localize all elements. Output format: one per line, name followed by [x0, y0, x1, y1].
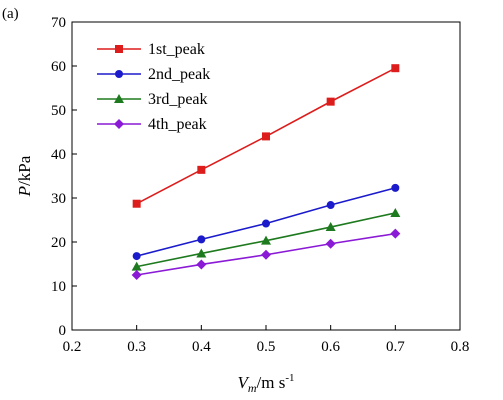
data-point [131, 261, 142, 271]
data-point [391, 64, 400, 73]
x-tick-label: 0.2 [63, 339, 82, 355]
series-1 [132, 64, 400, 208]
y-axis: 0 10 20 30 40 50 60 70 [51, 15, 77, 339]
legend-marker [115, 45, 123, 53]
data-point [131, 270, 142, 280]
legend-marker [114, 94, 124, 103]
plot-frame [71, 21, 461, 331]
y-tick-label: 40 [51, 147, 66, 163]
y-tick-label: 50 [51, 103, 66, 119]
legend-label: 2nd_peak [148, 66, 210, 83]
x-tick-label: 0.8 [451, 339, 470, 355]
y-tick-label: 0 [59, 323, 67, 339]
legend-item: 3rd_peak [97, 91, 208, 108]
data-point [325, 222, 336, 232]
legend-label: 1st_peak [148, 41, 205, 58]
data-point [262, 219, 270, 228]
legend-label: 4th_peak [148, 116, 207, 133]
y-tick-label: 70 [51, 15, 66, 31]
series-4 [131, 228, 401, 280]
data-point [390, 228, 401, 239]
legend-marker [114, 119, 124, 129]
y-tick-label: 60 [51, 59, 66, 75]
data-point [325, 238, 336, 249]
x-tick-label: 0.6 [321, 339, 340, 355]
data-point [196, 248, 207, 258]
panel-label: (a) [2, 6, 19, 22]
legend-marker [115, 70, 123, 78]
y-tick-label: 10 [51, 279, 66, 295]
data-point [262, 132, 270, 141]
y-tick-label: 20 [51, 235, 66, 251]
x-axis: 0.2 0.3 0.4 0.5 0.6 0.7 0.8 [63, 325, 470, 355]
data-point [390, 207, 401, 217]
data-point [261, 249, 271, 260]
data-point [197, 235, 206, 244]
x-tick-label: 0.5 [257, 339, 276, 355]
data-point [326, 97, 335, 106]
legend-item: 2nd_peak [97, 66, 210, 83]
legend-item: 1st_peak [97, 41, 205, 58]
data-point [261, 235, 271, 245]
legend-item: 4th_peak [97, 116, 207, 133]
series-2 [132, 183, 400, 261]
legend-label: 3rd_peak [148, 91, 208, 108]
x-tick-label: 0.4 [192, 339, 211, 355]
y-tick-label: 30 [51, 191, 66, 207]
data-point [196, 259, 207, 270]
data-point [197, 165, 206, 174]
series-3 [131, 207, 401, 271]
y-axis-label: P/kPa [15, 155, 34, 197]
data-point [391, 183, 400, 192]
data-point [132, 252, 141, 261]
x-tick-label: 0.3 [127, 339, 146, 355]
x-axis-label: Vm/m s-1 [237, 372, 294, 395]
x-tick-label: 0.7 [386, 339, 405, 355]
series-layer [131, 64, 401, 280]
data-point [326, 201, 335, 210]
data-point [132, 199, 141, 208]
legend: 1st_peak 2nd_peak 3rd_peak 4th_peak [97, 41, 210, 133]
